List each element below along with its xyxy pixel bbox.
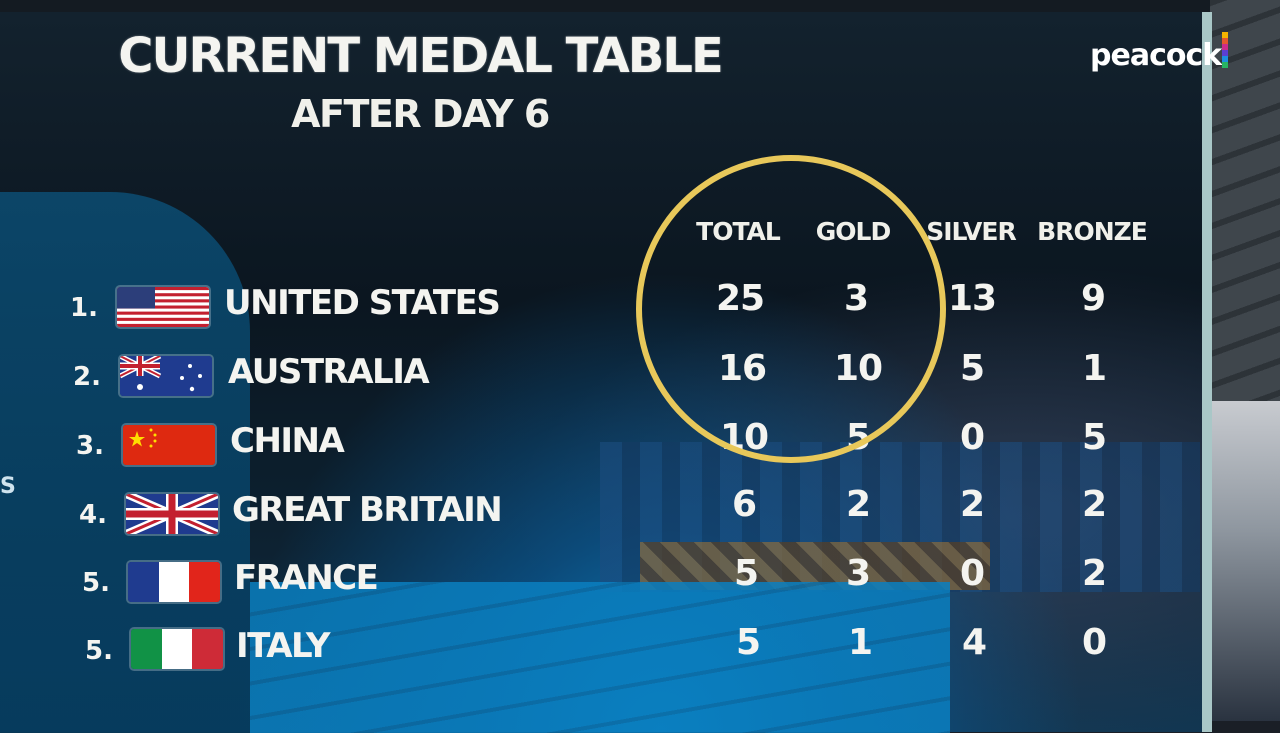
silver-value: 5 <box>959 348 985 389</box>
usa-flag-icon <box>117 287 209 327</box>
header-silver: SILVER <box>926 217 1016 246</box>
gold-value: 1 <box>847 622 873 663</box>
rank: 5. <box>85 636 113 666</box>
total-value: 5 <box>735 622 761 663</box>
australia-flag-icon <box>120 356 212 396</box>
total-value: 6 <box>731 484 757 525</box>
country-name: UNITED STATES <box>224 283 501 323</box>
france-flag-icon <box>128 562 220 602</box>
bronze-value: 2 <box>1081 484 1107 525</box>
bronze-value: 2 <box>1081 553 1107 594</box>
country-name: AUSTRALIA <box>228 352 430 392</box>
swimming-pool <box>250 582 950 733</box>
rank: 3. <box>76 431 104 461</box>
silver-value: 2 <box>959 484 985 525</box>
rank: 1. <box>70 293 98 323</box>
silver-value: 13 <box>947 278 997 319</box>
cropped-edge-text: S <box>0 474 16 499</box>
china-flag-icon <box>123 425 215 465</box>
peacock-logo: peacock <box>1090 38 1222 73</box>
gold-value: 3 <box>845 553 871 594</box>
header-bronze: BRONZE <box>1037 217 1148 246</box>
rank: 5. <box>82 568 110 598</box>
bronze-value: 1 <box>1081 348 1107 389</box>
highlight-circle <box>636 155 946 463</box>
bronze-value: 0 <box>1081 622 1107 663</box>
graphic-subtitle: AFTER DAY 6 <box>291 92 550 136</box>
silver-value: 0 <box>959 417 985 458</box>
silver-value: 4 <box>961 622 987 663</box>
country-name: FRANCE <box>234 558 379 598</box>
tv-surround <box>1210 0 1280 721</box>
graphic-title: CURRENT MEDAL TABLE <box>118 28 724 84</box>
italy-flag-icon <box>131 629 223 669</box>
peacock-logo-dots <box>1222 32 1228 68</box>
total-value: 5 <box>733 553 759 594</box>
country-name: ITALY <box>236 626 331 666</box>
tv-screen <box>0 12 1212 733</box>
rank: 2. <box>73 362 101 392</box>
country-name: CHINA <box>230 421 345 461</box>
silver-value: 0 <box>959 553 985 594</box>
country-name: GREAT BRITAIN <box>232 490 503 530</box>
uk-flag-icon <box>126 494 218 534</box>
rank: 4. <box>79 500 107 530</box>
bronze-value: 9 <box>1080 278 1106 319</box>
bronze-value: 5 <box>1081 417 1107 458</box>
gold-value: 2 <box>845 484 871 525</box>
